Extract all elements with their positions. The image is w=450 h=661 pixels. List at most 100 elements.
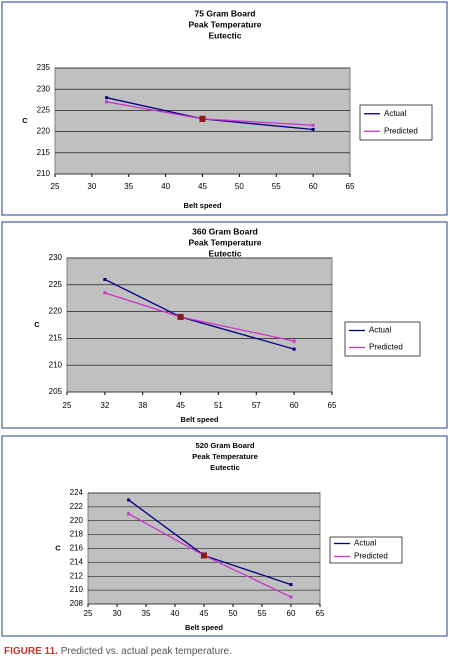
caption: FIGURE 11. Predicted vs. actual peak tem… [4, 646, 232, 657]
y-tick-label: 210 [37, 169, 51, 178]
legend-box [329, 536, 403, 564]
legend-box [359, 104, 433, 141]
x-tick-label: 40 [161, 182, 170, 191]
x-tick-label: 60 [309, 182, 318, 191]
y-tick-label: 218 [70, 530, 84, 539]
data-point [311, 123, 315, 127]
data-point [289, 595, 293, 599]
y-tick-label: 220 [70, 516, 84, 525]
series-line [203, 554, 292, 586]
y-axis-label: C [34, 320, 40, 329]
plot-area [66, 257, 333, 393]
y-tick-label: 224 [70, 488, 84, 497]
y-tick-label: 216 [70, 544, 84, 553]
legend-box [344, 321, 421, 357]
x-tick-label: 45 [198, 182, 207, 191]
x-axis-label: Belt speed [181, 415, 219, 424]
x-tick-label: 35 [124, 182, 133, 191]
x-tick-label: 50 [235, 182, 244, 191]
x-tick-label: 60 [287, 609, 296, 618]
x-tick-label: 55 [272, 182, 281, 191]
x-tick-label: 65 [316, 609, 325, 618]
y-tick-label: 215 [37, 148, 51, 157]
x-tick-label: 32 [100, 401, 109, 410]
x-tick-label: 40 [171, 609, 180, 618]
chart-title: Peak Temperature [188, 237, 261, 247]
data-point [292, 347, 296, 351]
y-tick-label: 210 [70, 585, 84, 594]
series-line [128, 499, 205, 556]
x-axis-label: Belt speed [184, 201, 222, 210]
x-tick-label: 25 [63, 401, 72, 410]
series-line [128, 513, 205, 557]
legend-label: Actual [354, 539, 376, 548]
series-line [104, 292, 181, 318]
x-tick-label: 35 [142, 609, 151, 618]
x-tick-label: 25 [51, 182, 60, 191]
y-axis-label: C [55, 543, 61, 552]
y-tick-label: 222 [70, 502, 84, 511]
caption-text: Predicted vs. actual peak temperature. [61, 646, 232, 657]
x-tick-label: 51 [214, 401, 223, 410]
series-line [104, 278, 181, 318]
data-point [292, 339, 296, 343]
x-tick-label: 50 [229, 609, 238, 618]
chart-title: 360 Gram Board [192, 226, 258, 236]
y-axis-label: C [22, 116, 28, 125]
chart-title: Eutectic [208, 30, 241, 40]
series-line [203, 554, 292, 598]
y-tick-label: 230 [49, 253, 63, 262]
legend-label: Predicted [384, 126, 418, 135]
x-tick-label: 57 [252, 401, 261, 410]
x-tick-label: 65 [346, 182, 355, 191]
data-point [289, 583, 293, 587]
y-tick-label: 205 [49, 387, 63, 396]
data-point [103, 291, 107, 295]
y-tick-label: 225 [37, 106, 51, 115]
x-tick-label: 45 [200, 609, 209, 618]
x-axis-label: Belt speed [185, 623, 223, 632]
legend-label: Predicted [369, 343, 403, 352]
x-tick-label: 30 [113, 609, 122, 618]
y-tick-label: 212 [70, 571, 84, 580]
legend-label: Predicted [354, 552, 388, 561]
chart-title: Peak Temperature [188, 19, 261, 29]
y-tick-label: 220 [49, 307, 63, 316]
y-tick-label: 220 [37, 127, 51, 136]
data-point [201, 552, 207, 559]
y-tick-label: 235 [37, 63, 51, 72]
series-line [180, 316, 295, 342]
x-tick-label: 60 [290, 401, 299, 410]
x-tick-label: 55 [258, 609, 267, 618]
chart-title: Peak Temperature [192, 452, 258, 461]
data-point [311, 127, 315, 131]
y-tick-label: 214 [70, 557, 84, 566]
x-tick-label: 65 [328, 401, 337, 410]
data-point [127, 498, 131, 502]
series-line [202, 118, 314, 126]
chart-title: 520 Gram Board [195, 441, 254, 450]
series-line [202, 118, 314, 131]
chart-title: Eutectic [210, 463, 240, 472]
data-point [177, 313, 184, 320]
x-tick-label: 30 [87, 182, 96, 191]
series-line [106, 97, 203, 120]
y-tick-label: 208 [70, 599, 84, 608]
y-tick-label: 210 [49, 360, 63, 369]
caption-label: FIGURE 11. [4, 646, 58, 657]
data-point [105, 100, 109, 104]
legend-label: Actual [369, 326, 391, 335]
y-tick-label: 215 [49, 334, 63, 343]
y-tick-label: 225 [49, 280, 63, 289]
data-point [127, 512, 131, 516]
data-point [199, 115, 206, 122]
y-tick-label: 230 [37, 84, 51, 93]
series-line [180, 316, 295, 350]
x-tick-label: 38 [138, 401, 147, 410]
chart-title: Eutectic [208, 248, 241, 258]
chart-title: 75 Gram Board [195, 8, 256, 18]
data-point [103, 277, 107, 281]
x-tick-label: 25 [84, 609, 93, 618]
series-line [106, 101, 203, 120]
